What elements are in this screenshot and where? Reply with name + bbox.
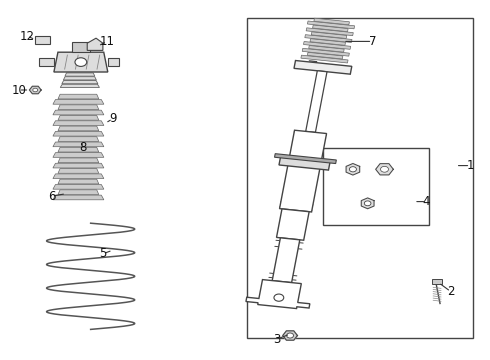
Polygon shape bbox=[53, 153, 104, 157]
Polygon shape bbox=[53, 110, 104, 115]
Polygon shape bbox=[58, 179, 99, 184]
Text: 6: 6 bbox=[48, 190, 55, 203]
Polygon shape bbox=[272, 238, 300, 283]
Polygon shape bbox=[307, 52, 343, 59]
Circle shape bbox=[365, 201, 371, 206]
Polygon shape bbox=[279, 156, 330, 170]
Circle shape bbox=[33, 88, 38, 92]
Text: 3: 3 bbox=[273, 333, 281, 346]
Polygon shape bbox=[302, 48, 349, 56]
Polygon shape bbox=[35, 36, 50, 44]
Polygon shape bbox=[376, 164, 393, 175]
Text: 12: 12 bbox=[20, 30, 34, 42]
Polygon shape bbox=[87, 38, 103, 50]
Polygon shape bbox=[72, 42, 90, 52]
Text: 2: 2 bbox=[447, 285, 455, 298]
Polygon shape bbox=[60, 84, 99, 87]
Polygon shape bbox=[53, 142, 104, 147]
Polygon shape bbox=[311, 32, 347, 39]
Circle shape bbox=[287, 333, 294, 338]
Circle shape bbox=[274, 294, 284, 301]
Polygon shape bbox=[53, 131, 104, 136]
Text: 9: 9 bbox=[109, 112, 117, 125]
Polygon shape bbox=[58, 168, 99, 173]
Bar bbox=[432, 279, 442, 284]
Polygon shape bbox=[108, 58, 119, 66]
Polygon shape bbox=[305, 35, 352, 42]
Polygon shape bbox=[58, 116, 99, 120]
Polygon shape bbox=[303, 41, 351, 49]
Polygon shape bbox=[58, 158, 99, 163]
Text: 1: 1 bbox=[466, 159, 474, 172]
Polygon shape bbox=[58, 137, 99, 141]
Polygon shape bbox=[306, 28, 353, 36]
Polygon shape bbox=[309, 45, 344, 52]
Polygon shape bbox=[314, 18, 349, 25]
Text: 5: 5 bbox=[99, 247, 107, 260]
Polygon shape bbox=[306, 71, 327, 132]
Polygon shape bbox=[58, 94, 99, 99]
Polygon shape bbox=[62, 81, 98, 84]
Polygon shape bbox=[53, 100, 104, 104]
Bar bbox=[247, 18, 473, 338]
Text: 7: 7 bbox=[368, 35, 376, 48]
Polygon shape bbox=[294, 60, 352, 74]
Circle shape bbox=[349, 167, 356, 172]
Polygon shape bbox=[53, 121, 104, 126]
Circle shape bbox=[381, 166, 389, 172]
Polygon shape bbox=[246, 280, 310, 309]
Polygon shape bbox=[361, 198, 374, 209]
Polygon shape bbox=[58, 105, 99, 109]
Polygon shape bbox=[58, 126, 99, 131]
Text: 4: 4 bbox=[422, 195, 430, 208]
Polygon shape bbox=[53, 174, 104, 179]
Polygon shape bbox=[53, 163, 104, 168]
Polygon shape bbox=[274, 154, 336, 163]
Polygon shape bbox=[63, 77, 97, 80]
Bar bbox=[323, 148, 429, 225]
Polygon shape bbox=[39, 58, 54, 66]
Text: 11: 11 bbox=[99, 35, 114, 48]
Polygon shape bbox=[283, 331, 297, 340]
Polygon shape bbox=[276, 209, 309, 240]
Polygon shape bbox=[301, 55, 348, 63]
Circle shape bbox=[75, 58, 87, 66]
Polygon shape bbox=[310, 39, 345, 45]
Text: 10: 10 bbox=[11, 84, 26, 96]
Polygon shape bbox=[279, 130, 326, 212]
Polygon shape bbox=[65, 73, 95, 76]
Polygon shape bbox=[53, 195, 104, 200]
Polygon shape bbox=[58, 190, 99, 194]
Polygon shape bbox=[54, 52, 108, 72]
Polygon shape bbox=[313, 25, 348, 32]
Polygon shape bbox=[346, 163, 360, 175]
Polygon shape bbox=[29, 86, 41, 94]
Text: 8: 8 bbox=[79, 141, 87, 154]
Polygon shape bbox=[307, 21, 355, 29]
Polygon shape bbox=[58, 147, 99, 152]
Polygon shape bbox=[53, 185, 104, 189]
